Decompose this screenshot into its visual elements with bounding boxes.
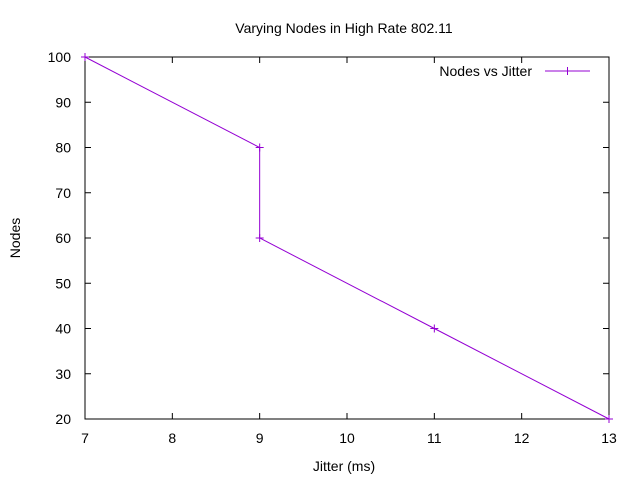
y-tick-label: 70 [55, 185, 71, 201]
series-layer [81, 53, 613, 423]
y-tick-label: 100 [48, 49, 72, 65]
y-tick-label: 90 [55, 94, 71, 110]
x-tick-label: 9 [256, 430, 264, 446]
y-tick-label: 80 [55, 140, 71, 156]
data-point-marker [605, 415, 613, 423]
y-tick-label: 60 [55, 230, 71, 246]
data-point-marker [81, 53, 89, 61]
y-tick-label: 40 [55, 321, 71, 337]
x-tick-label: 8 [168, 430, 176, 446]
x-tick-label: 12 [514, 430, 530, 446]
y-tick-label: 20 [55, 411, 71, 427]
data-point-marker [255, 143, 264, 152]
legend-marker [563, 67, 572, 75]
y-tick-label: 30 [55, 366, 71, 382]
axis-ticks: 7 8 9 10 11 12 13 20 30 40 50 60 70 80 90 100 [48, 49, 617, 446]
x-tick-label: 10 [339, 430, 355, 446]
legend-label: Nodes vs Jitter [439, 63, 532, 79]
x-tick-label: 7 [81, 430, 89, 446]
x-tick-label: 11 [427, 430, 442, 446]
x-tick-label: 13 [601, 430, 617, 446]
x-axis-label: Jitter (ms) [313, 458, 375, 474]
data-point-marker [430, 324, 439, 333]
legend: Nodes vs Jitter [439, 63, 590, 79]
data-point-marker [255, 234, 264, 242]
y-axis-label: Nodes [7, 218, 23, 258]
chart-title: Varying Nodes in High Rate 802.11 [235, 20, 453, 36]
y-tick-label: 50 [55, 275, 71, 291]
